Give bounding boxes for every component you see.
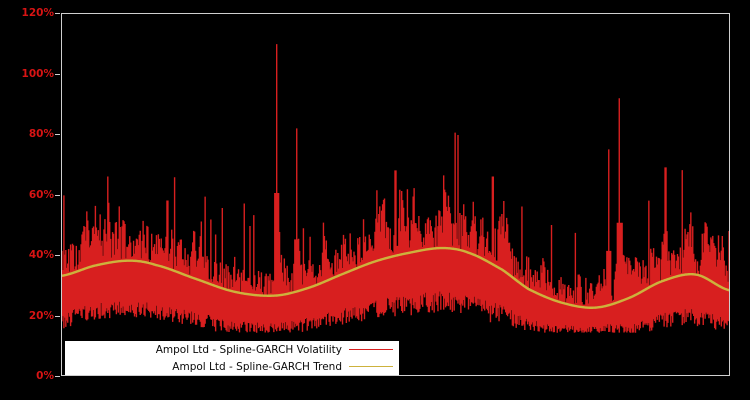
y-axis-tick-20: 20% — [28, 309, 54, 322]
y-axis-tick-60: 60% — [28, 188, 54, 201]
trend-series — [62, 246, 729, 309]
legend-line-volatility — [349, 349, 393, 350]
y-axis-tickmark-40 — [55, 255, 60, 256]
y-axis-tick-120: 120% — [21, 7, 54, 19]
y-axis-tickmark-100 — [55, 73, 60, 75]
y-axis-tick-labels: 0% 20% 40% 60% 80% 100% 120% — [0, 0, 54, 400]
plot-area — [61, 13, 730, 376]
volatility-spikes — [62, 44, 729, 333]
legend-label-volatility: Ampol Ltd - Spline-GARCH Volatility — [155, 343, 342, 356]
y-axis-tick-40: 40% — [28, 249, 54, 261]
legend-item-trend[interactable]: Ampol Ltd - Spline-GARCH Trend — [65, 358, 399, 375]
y-axis-tickmark-60 — [55, 194, 60, 196]
y-axis-tickmark-120 — [55, 13, 60, 14]
y-axis-tick-100: 100% — [21, 67, 54, 80]
volatility-series — [62, 44, 729, 333]
chart-canvas — [62, 44, 729, 333]
chart-legend[interactable]: Ampol Ltd - Spline-GARCH Volatility Ampo… — [65, 341, 399, 375]
y-axis-tickmark-0 — [55, 376, 60, 377]
y-axis-tickmark-80 — [55, 134, 60, 135]
y-axis-tick-0: 0% — [36, 370, 54, 382]
legend-line-trend — [349, 366, 393, 367]
y-axis-tick-80: 80% — [28, 128, 54, 140]
legend-item-volatility[interactable]: Ampol Ltd - Spline-GARCH Volatility — [65, 341, 399, 358]
legend-label-trend: Ampol Ltd - Spline-GARCH Trend — [172, 360, 342, 373]
y-axis-tickmark-20 — [55, 315, 60, 317]
